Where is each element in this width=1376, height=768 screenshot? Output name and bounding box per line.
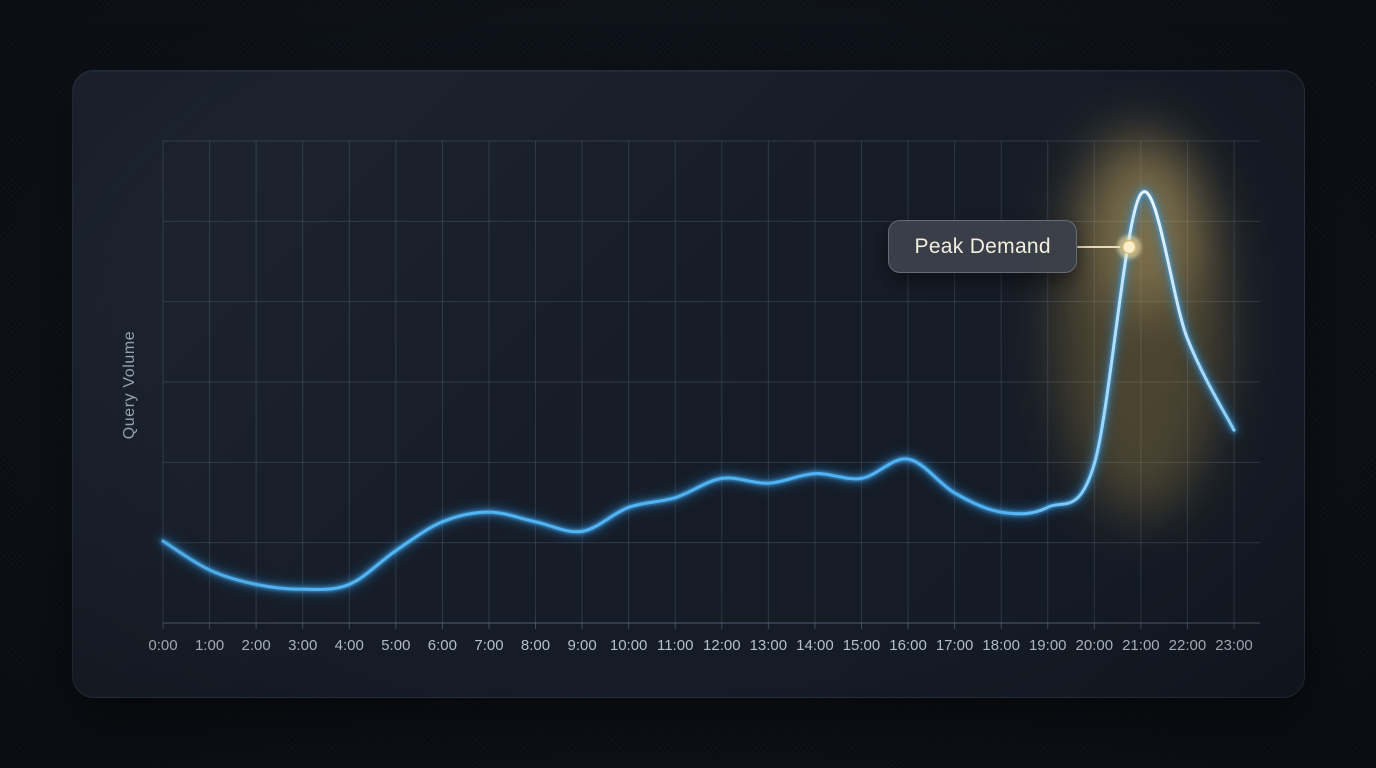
x-axis-label: 4:00 [334, 637, 364, 654]
peak-demand-tooltip[interactable]: Peak Demand [888, 220, 1078, 274]
x-axis-label: 11:00 [656, 637, 694, 654]
x-axis-label: 6:00 [427, 637, 457, 654]
x-axis-label: 3:00 [288, 637, 318, 654]
x-axis-label: 9:00 [567, 637, 597, 654]
query-volume-line [161, 190, 1236, 591]
x-axis-label: 12:00 [703, 637, 741, 654]
x-axis-label: 16:00 [889, 637, 927, 654]
x-axis-label: 19:00 [1028, 637, 1067, 654]
x-axis-label: 15:00 [842, 637, 881, 654]
x-axis-label: 14:00 [796, 637, 834, 654]
x-axis-label: 13:00 [749, 637, 788, 654]
x-axis-label: 2:00 [241, 637, 271, 654]
y-axis-title: Query Volume [121, 330, 138, 440]
x-axis-label: 20:00 [1075, 637, 1114, 654]
x-axis-label: 8:00 [520, 637, 551, 654]
x-axis-label: 23:00 [1215, 637, 1253, 654]
peak-marker-dot[interactable] [1121, 239, 1137, 255]
x-axis-label: 21:00 [1122, 637, 1160, 654]
x-axis-label: 18:00 [982, 637, 1020, 654]
x-axis-label: 10:00 [609, 637, 648, 654]
x-axis-label: 5:00 [381, 637, 411, 654]
x-axis-label: 7:00 [474, 637, 504, 654]
x-axis-label: 0:00 [148, 637, 178, 654]
tooltip-label: Peak Demand [914, 234, 1051, 258]
x-axis-label: 22:00 [1168, 637, 1207, 654]
x-axis-label: 1:00 [194, 637, 225, 654]
x-axis-label: 17:00 [935, 637, 974, 654]
